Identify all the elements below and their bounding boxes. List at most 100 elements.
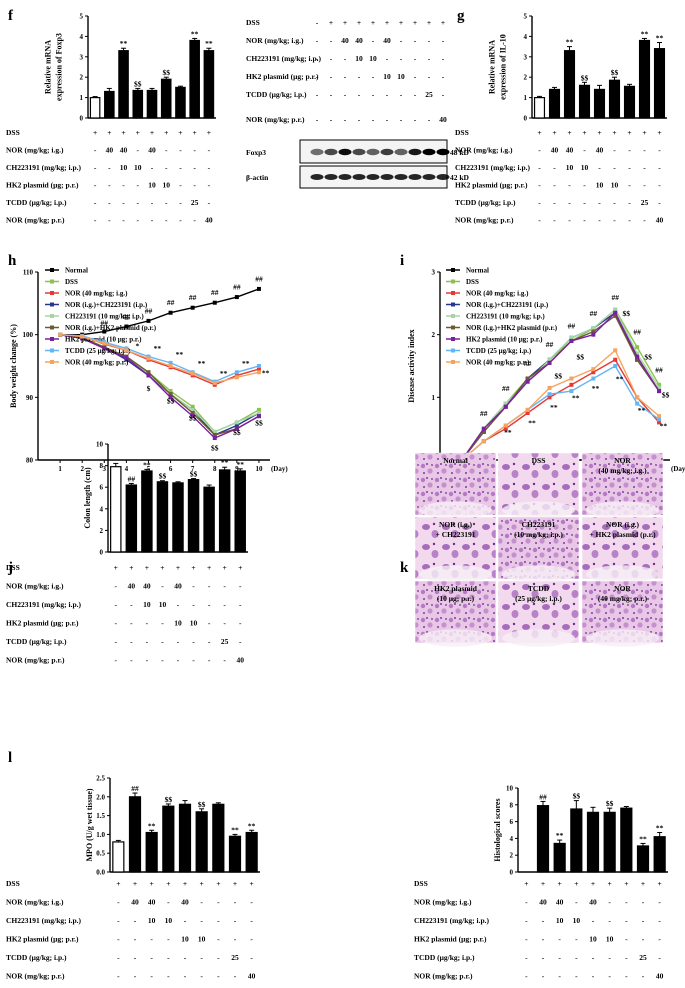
- treatment-value: -: [598, 163, 601, 172]
- legend-label: NOR (40 mg/kg; p.r.): [65, 359, 129, 367]
- data-point: [613, 313, 618, 318]
- significance-label: **: [572, 393, 580, 402]
- data-point: [212, 436, 217, 441]
- treatment-value: -: [608, 898, 611, 907]
- y-tick-label: 4: [80, 33, 84, 41]
- x-tick-label: 10: [255, 465, 263, 473]
- bar: [203, 486, 215, 553]
- data-point: [58, 332, 63, 337]
- treatment-value: 40: [236, 656, 244, 665]
- treatment-value: -: [583, 198, 586, 207]
- data-point: [256, 411, 261, 415]
- blot-band-actin: [408, 174, 422, 180]
- significance-label: ##: [255, 274, 263, 283]
- treatment-value: -: [568, 216, 571, 225]
- treatment-value: -: [608, 916, 611, 925]
- significance-label: **: [639, 834, 647, 843]
- photo-lumen: [419, 501, 492, 519]
- blot-band-actin: [380, 174, 394, 180]
- significance-label: $$: [644, 353, 652, 362]
- treatment-value: -: [117, 953, 120, 962]
- significance-label: **: [205, 39, 213, 48]
- treatment-value: 10: [581, 163, 589, 172]
- treatment-label: HK2 plasmid (μg; p.r.): [6, 935, 79, 944]
- treatment-value: +: [150, 128, 154, 137]
- treatment-label: TCDD (μg/kg; i.p.): [6, 198, 67, 207]
- data-point: [657, 420, 662, 425]
- blot-band-foxp3: [338, 148, 352, 156]
- treatment-value: +: [116, 879, 120, 888]
- treatment-value: -: [642, 916, 645, 925]
- legend-swatch-marker: [50, 348, 54, 353]
- data-point: [503, 404, 508, 409]
- significance-label: ##: [145, 306, 153, 315]
- panel-letter-h: h: [8, 253, 17, 269]
- data-point: [234, 370, 239, 375]
- significance-label: **: [231, 825, 239, 834]
- treatment-value: -: [628, 198, 631, 207]
- treatment-value: -: [538, 198, 541, 207]
- treatment-value: +: [612, 128, 616, 137]
- treatment-value: +: [552, 128, 556, 137]
- treatment-value: 40: [341, 36, 349, 45]
- treatment-value: +: [176, 563, 180, 572]
- y-axis-title: Relative mRNA: [488, 40, 497, 94]
- x-tick-label: 3: [103, 465, 107, 473]
- treatment-value: -: [161, 619, 164, 628]
- bar: [608, 79, 621, 119]
- data-point: [547, 385, 552, 390]
- treatment-value: -: [150, 972, 153, 981]
- treatment-value: 10: [596, 181, 604, 190]
- photo-lumen: [502, 629, 575, 647]
- treatment-value: 40: [205, 216, 213, 225]
- treatment-value: +: [121, 128, 125, 137]
- y-tick-label: 3: [524, 53, 528, 61]
- significance-label: $$: [622, 309, 630, 318]
- treatment-value: 40: [355, 36, 363, 45]
- treatment-label: TCDD (μg/kg; i.p.): [414, 953, 475, 962]
- legend-swatch-marker: [451, 314, 455, 318]
- treatment-value: +: [93, 128, 97, 137]
- treatment-value: -: [575, 972, 578, 981]
- treatment-value: +: [160, 563, 164, 572]
- x-tick-label: 1: [58, 465, 62, 473]
- bar: [228, 835, 242, 873]
- data-point: [256, 407, 261, 412]
- significance-label: $$: [211, 444, 219, 453]
- y-tick-label: 0.5: [96, 850, 105, 858]
- blot-band-actin: [394, 174, 408, 180]
- y-tick-label: 3: [432, 269, 436, 277]
- photo-caption: Normal: [443, 456, 468, 465]
- treatment-value: +: [641, 879, 645, 888]
- significance-label: **: [616, 375, 624, 384]
- treatment-value: -: [223, 619, 226, 628]
- significance-label: ##: [502, 384, 510, 393]
- data-point: [613, 307, 618, 312]
- treatment-value: -: [184, 916, 187, 925]
- treatment-value: 40: [120, 146, 128, 155]
- panel-letter-k: k: [400, 560, 409, 576]
- bar: [112, 841, 125, 873]
- y-tick-label: 5: [80, 13, 84, 21]
- treatment-table-j: DSS + + + + + + + + + NOR (mg/kg; i.g.) - 40 40 - 40 - - -…: [6, 563, 244, 665]
- treatment-value: -: [115, 637, 118, 646]
- treatment-value: -: [400, 36, 403, 45]
- treatment-value: +: [608, 879, 612, 888]
- treatment-value: +: [441, 18, 445, 27]
- treatment-value: -: [344, 90, 347, 99]
- treatment-value: -: [94, 146, 97, 155]
- data-point: [569, 376, 574, 381]
- x-tick-label: 4: [125, 465, 129, 473]
- treatment-value: +: [642, 128, 646, 137]
- significance-label: $: [147, 384, 151, 393]
- treatment-value: +: [524, 879, 528, 888]
- treatment-label: NOR (mg/kg; i.g.): [6, 898, 64, 907]
- significance-label: **: [504, 428, 512, 437]
- significance-label: **: [528, 419, 536, 428]
- treatment-value: -: [658, 953, 661, 962]
- treatment-label: NOR (mg/kg; p.r.): [6, 216, 65, 225]
- treatment-value: -: [234, 972, 237, 981]
- bar: [145, 831, 158, 873]
- x-tick-label: 8: [213, 465, 217, 473]
- treatment-value: -: [658, 916, 661, 925]
